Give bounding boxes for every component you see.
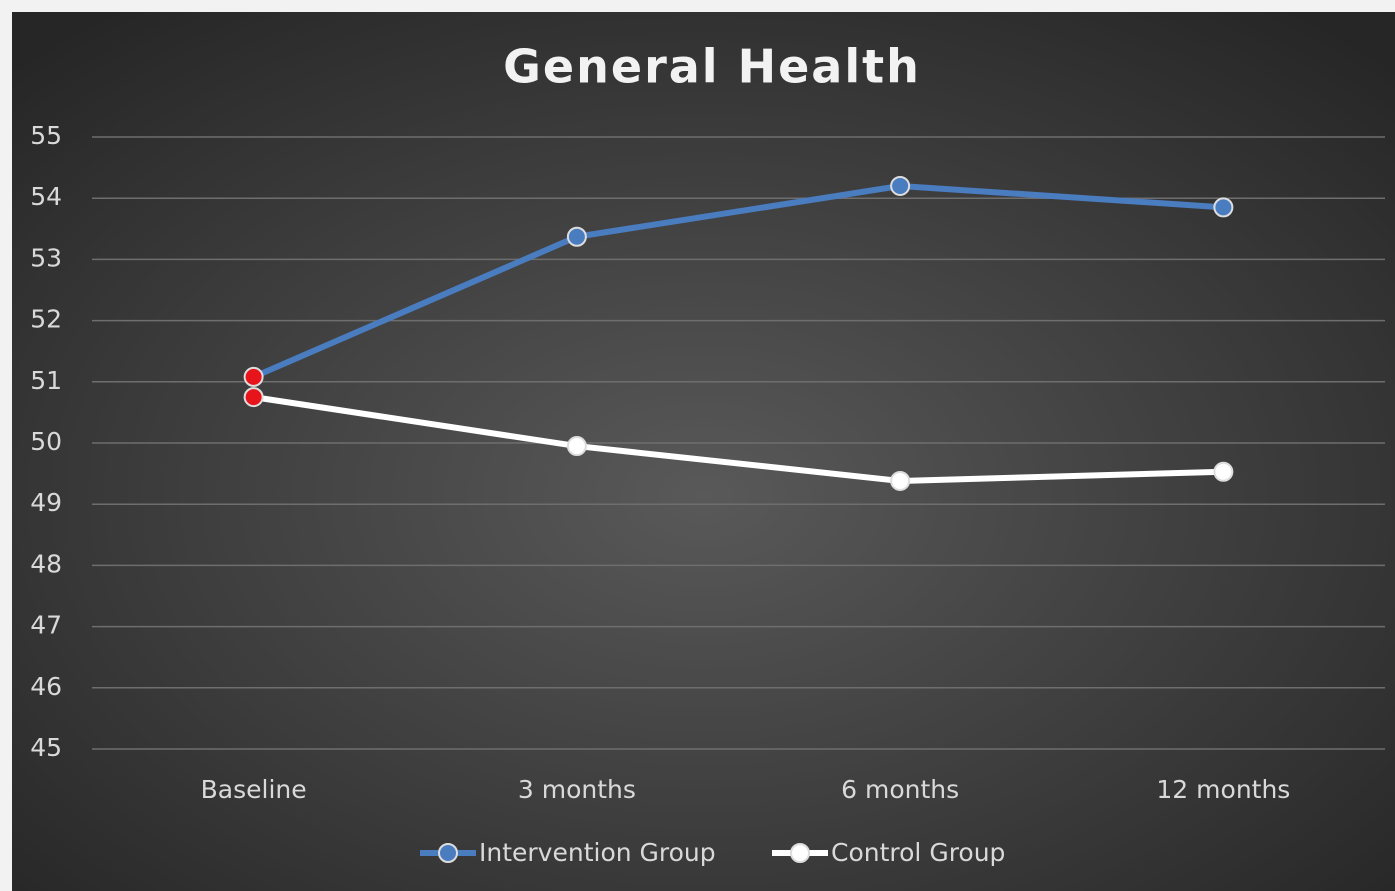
point-marker: [566, 226, 587, 247]
point-marker: [1213, 461, 1234, 482]
y-tick-label: 49: [30, 488, 62, 517]
y-tick-label: 46: [30, 672, 62, 701]
legend-marker: [438, 843, 458, 863]
point-marker: [243, 387, 264, 408]
point-marker: [890, 175, 911, 196]
y-tick-label: 45: [30, 733, 62, 762]
point-marker: [566, 436, 587, 457]
x-tick-label: 6 months: [841, 775, 959, 804]
legend-label: Control Group: [831, 838, 1005, 867]
x-tick-label: Baseline: [201, 775, 307, 804]
y-tick-label: 50: [30, 427, 62, 456]
y-tick-label: 52: [30, 305, 62, 334]
y-tick-label: 54: [30, 182, 62, 211]
y-tick-label: 51: [30, 366, 62, 395]
x-tick-label: 12 months: [1156, 775, 1290, 804]
x-tick-label: 3 months: [518, 775, 636, 804]
legend-label: Intervention Group: [479, 838, 716, 867]
y-tick-label: 55: [30, 121, 62, 150]
legend-marker: [790, 843, 810, 863]
y-tick-label: 53: [30, 243, 62, 272]
y-tick-label: 48: [30, 549, 62, 578]
point-marker: [890, 470, 911, 491]
point-marker: [1213, 197, 1234, 218]
chart-background: [12, 12, 1395, 891]
chart-title: General Health: [503, 40, 921, 94]
series-line: [253, 394, 1224, 484]
series-line: [252, 182, 1224, 380]
point-marker: [243, 366, 264, 387]
y-tick-label: 47: [30, 611, 62, 640]
